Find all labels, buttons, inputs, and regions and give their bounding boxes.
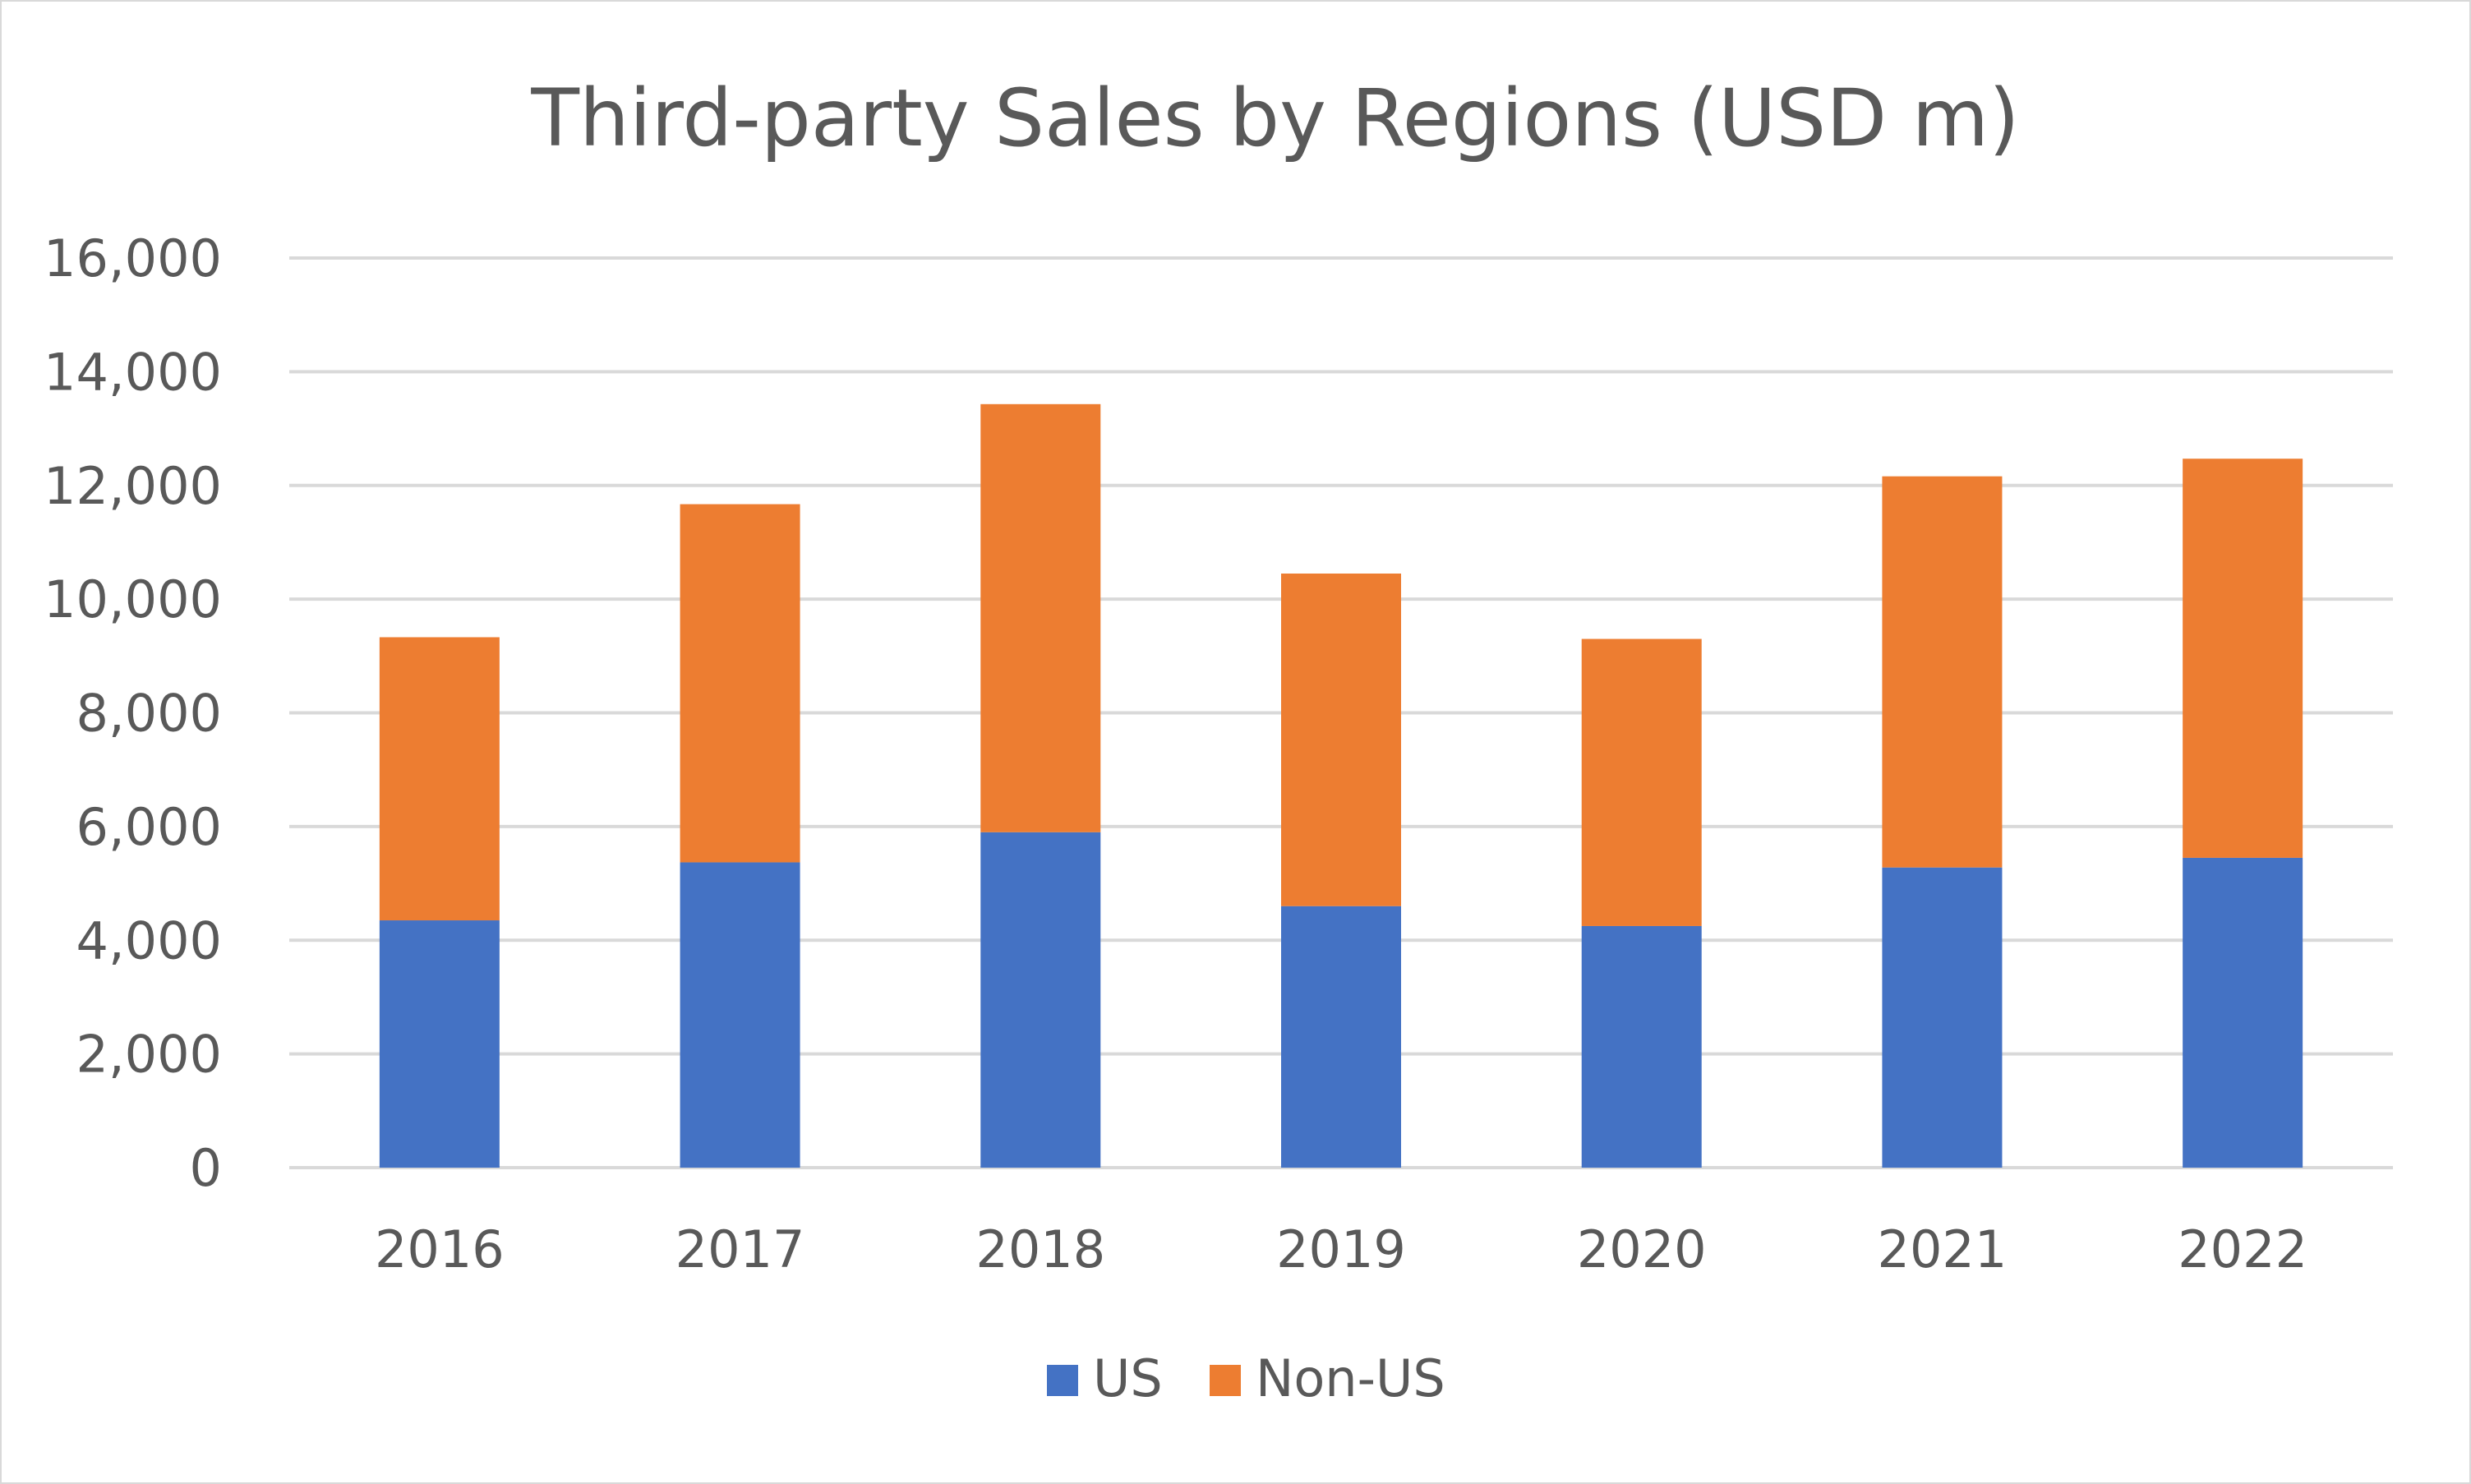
- y-tick-label: 12,000: [44, 456, 222, 516]
- x-tick-label: 2017: [675, 1219, 805, 1279]
- x-tick-label: 2020: [1577, 1219, 1707, 1279]
- x-tick-label: 2018: [975, 1219, 1105, 1279]
- y-tick-label: 6,000: [76, 797, 223, 857]
- x-tick-label: 2022: [2178, 1219, 2307, 1279]
- bar-non-us-2021: [1882, 476, 2003, 868]
- y-tick-label: 0: [190, 1138, 222, 1198]
- y-tick-label: 8,000: [76, 684, 223, 744]
- bar-us-2020: [1581, 925, 1702, 1168]
- bar-us-2021: [1882, 867, 2003, 1168]
- y-tick-label: 10,000: [44, 569, 222, 629]
- bar-non-us-2022: [2183, 459, 2303, 858]
- bar-us-2019: [1281, 906, 1401, 1168]
- x-tick-label: 2016: [375, 1219, 505, 1279]
- bar-non-us-2020: [1581, 638, 1702, 926]
- y-tick-label: 16,000: [44, 228, 222, 288]
- chart-title: Third-party Sales by Regions (USD m): [530, 72, 2019, 164]
- y-tick-label: 2,000: [76, 1025, 223, 1085]
- x-tick-label: 2019: [1276, 1219, 1406, 1279]
- x-axis-ticks: 2016 2017 2018 2019 2020 2021 2022: [375, 1219, 2307, 1279]
- y-tick-label: 4,000: [76, 910, 223, 970]
- bars: [379, 403, 2303, 1168]
- bar-us-2017: [680, 862, 800, 1168]
- legend-swatch-non-us: [1210, 1365, 1241, 1396]
- legend: US Non-US: [1047, 1348, 1445, 1408]
- bar-non-us-2016: [379, 637, 500, 921]
- bar-non-us-2018: [980, 403, 1101, 832]
- y-axis-ticks: 0 2,000 4,000 6,000 8,000 10,000 12,000 14,000 1…: [44, 228, 222, 1198]
- bar-non-us-2019: [1281, 573, 1401, 906]
- bar-us-2018: [980, 832, 1101, 1168]
- bar-us-2022: [2183, 857, 2303, 1168]
- legend-label-us: US: [1093, 1348, 1163, 1408]
- y-tick-label: 14,000: [44, 342, 222, 402]
- legend-swatch-us: [1047, 1365, 1078, 1396]
- bar-non-us-2017: [680, 504, 800, 863]
- bar-us-2016: [379, 920, 500, 1168]
- x-tick-label: 2021: [1878, 1219, 2008, 1279]
- legend-label-non-us: Non-US: [1256, 1348, 1445, 1408]
